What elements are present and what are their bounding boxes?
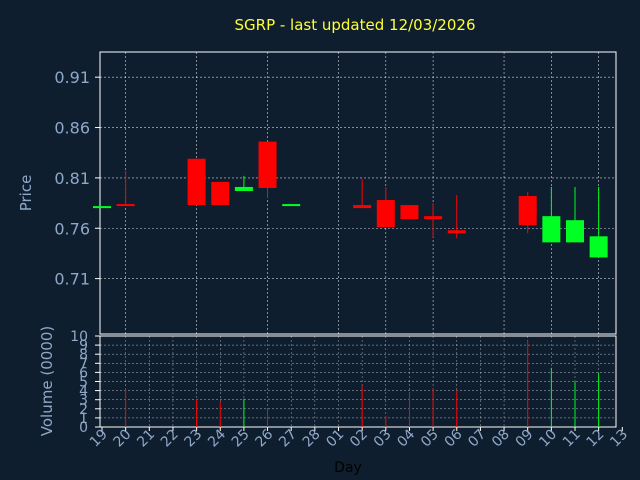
candle [424,203,443,238]
volume-tick-label: 0 [79,420,88,436]
candle-body [234,186,253,191]
price-frame-rect [99,51,617,335]
volume-tick-label: 4 [79,384,88,400]
candle [400,205,419,220]
x-tick-label: 13 [607,427,631,451]
x-tick-label: 12 [584,427,608,451]
candle-body [353,205,372,209]
volume-tick-label: 5 [79,375,88,391]
volume-tick-label: 7 [79,356,88,372]
volume-bars [125,340,600,427]
candle-body [424,216,443,220]
candle [566,186,584,243]
candle-body [589,236,608,258]
candle [234,175,253,191]
chart-title: SGRP - last updated 12/03/2026 [235,16,476,34]
volume-tick-label: 8 [79,347,88,363]
candle-body [542,216,561,243]
price-tick-label: 0.76 [54,219,90,238]
price-tick-label: 0.91 [54,68,90,87]
candle [376,186,395,228]
price-tick-label: 0.86 [54,119,90,138]
candle-body [518,196,537,226]
candle [542,186,561,243]
x-tick-label: 26 [252,426,276,450]
x-tick-label: 05 [418,427,442,451]
candle-body [282,204,301,207]
price-axis-label: Price [17,175,35,212]
x-tick-label: 20 [111,427,135,451]
price-tick-label: 0.81 [54,169,90,188]
x-tick-label: 09 [513,427,537,451]
volume-tick-label: 3 [79,393,88,409]
x-tick-label: 04 [394,426,418,450]
x-tick-label: 22 [158,427,182,451]
x-tick-label: 27 [276,427,300,451]
candle [187,158,206,206]
x-tick-label: 25 [229,427,253,451]
candle [258,141,277,199]
candle [116,170,135,207]
candle [282,204,301,207]
x-tick-label: 19 [87,427,111,451]
x-tick-label: 10 [536,427,560,451]
x-axis-label: Day [334,460,362,476]
price-grid [100,52,616,334]
volume-tick-label: 10 [70,329,88,345]
candle-body [211,181,230,206]
x-tick-label: 08 [489,427,513,451]
x-tick-label: 02 [347,427,371,451]
volume-grid [100,335,616,428]
x-tick-label: 23 [182,427,206,451]
candle-body [566,220,584,243]
candle [518,191,537,234]
price-y-ticks: 0.91 0.86 0.81 0.76 0.71 [54,68,100,289]
candle-body [376,200,395,228]
candle-body [116,204,135,207]
x-tick-label: 01 [323,427,347,451]
volume-tick-label: 1 [79,411,88,427]
x-tick-label: 28 [300,427,324,451]
x-tick-label: 24 [205,426,229,450]
x-tick-label: 21 [134,427,158,451]
candle [589,186,608,258]
x-tick-label: 11 [560,427,584,451]
candle [93,206,111,209]
volume-axis-label: Volume (0000) [38,326,56,436]
price-tick-label: 0.71 [54,270,90,289]
x-tick-label: 06 [442,426,466,450]
candle-body [93,206,111,209]
volume-tick-label: 2 [79,402,88,418]
candle [211,181,230,206]
candles [93,141,608,258]
candle [447,195,466,239]
volume-tick-label: 6 [79,365,88,381]
candle-body [187,158,206,206]
x-tick-label: 07 [465,427,489,451]
candle-body [258,141,277,188]
candle [353,178,372,209]
price-panel-frame [99,51,617,335]
x-tick-label: 03 [371,427,395,451]
volume-tick-label: 9 [79,338,88,354]
candle-body [400,205,419,220]
candle-body [447,230,466,234]
x-ticks: 19 20 21 22 23 24 25 26 27 28 01 02 03 04 05 06 07 08 09 10… [87,426,631,450]
